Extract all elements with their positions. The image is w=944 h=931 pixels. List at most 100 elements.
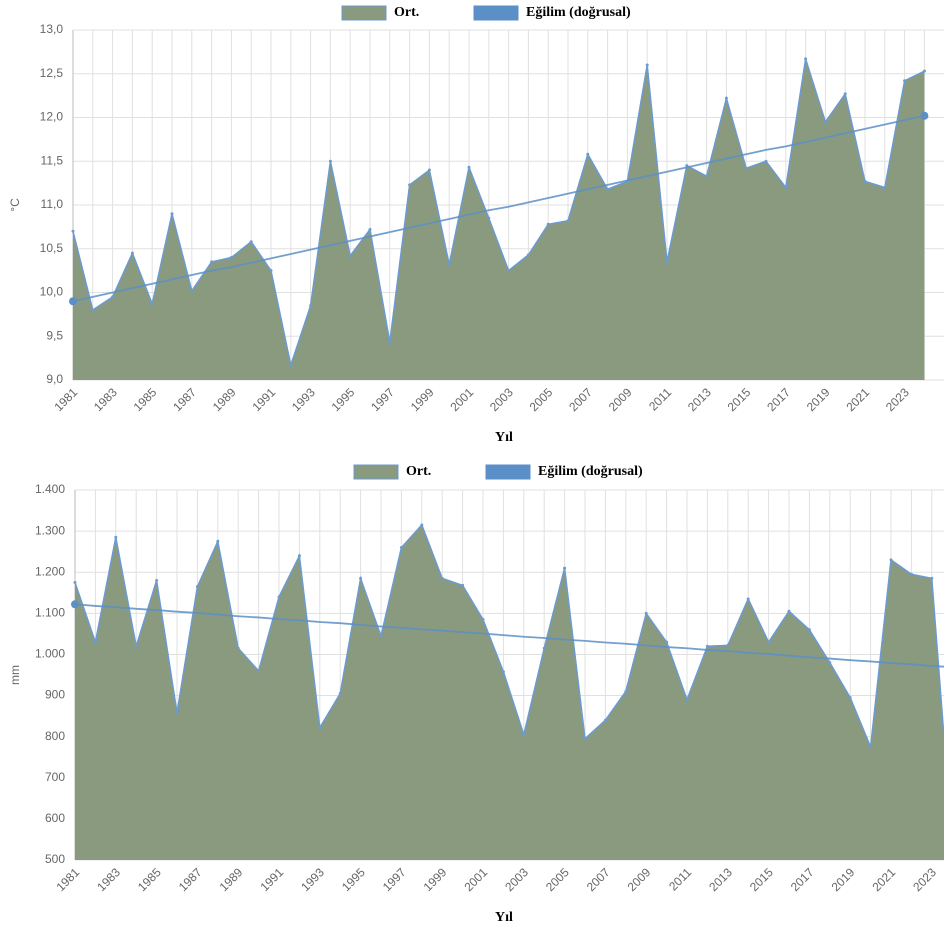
point <box>787 609 791 613</box>
point <box>399 546 403 550</box>
x-tick-label: 1987 <box>170 385 199 414</box>
x-tick-label: 1989 <box>210 385 239 414</box>
x-tick-label: 2015 <box>747 865 776 894</box>
legend-swatch <box>473 5 519 21</box>
point <box>91 308 95 312</box>
point <box>909 572 913 576</box>
point <box>724 96 728 100</box>
point <box>71 229 75 233</box>
x-tick-label: 2017 <box>788 865 817 894</box>
x-tick-label: 2003 <box>502 865 531 894</box>
point <box>195 585 199 589</box>
legend-label: Ort. <box>406 464 431 479</box>
point <box>665 260 669 264</box>
legend-swatch <box>485 464 531 480</box>
y-tick-label: 1.200 <box>35 564 65 578</box>
x-tick-label: 2007 <box>584 865 613 894</box>
point <box>155 578 159 582</box>
x-tick-label: 2019 <box>829 865 858 894</box>
point <box>440 576 444 580</box>
x-tick-label: 1995 <box>339 865 368 894</box>
x-axis-label: Yıl <box>495 910 513 925</box>
area <box>73 58 925 380</box>
point <box>606 187 610 191</box>
x-tick-label: 1981 <box>53 865 82 894</box>
point <box>566 219 570 223</box>
x-tick-label: 2005 <box>543 865 572 894</box>
x-axis-label: Yıl <box>495 430 513 445</box>
trend-point <box>69 297 77 306</box>
y-tick-label: 11,5 <box>41 153 64 167</box>
y-tick-label: 9,5 <box>46 328 63 342</box>
y-tick-label: 12,0 <box>40 110 64 124</box>
point <box>823 120 827 124</box>
y-tick-label: 1.000 <box>35 647 65 661</box>
point <box>746 597 750 601</box>
x-tick-label: 2001 <box>461 865 490 894</box>
trend-point <box>920 111 929 120</box>
point <box>236 646 240 650</box>
y-axis-label: mm <box>8 665 22 685</box>
legend-label: Eğilim (doğrusal) <box>538 464 643 479</box>
trend-line <box>72 114 925 303</box>
point <box>767 640 771 644</box>
y-tick-label: 800 <box>45 729 65 743</box>
x-tick-label: 1985 <box>131 385 160 414</box>
y-tick-label: 1.400 <box>35 482 65 496</box>
y-tick-label: 13,0 <box>40 22 64 36</box>
x-tick-label: 2013 <box>706 865 735 894</box>
x-tick-label: 1999 <box>408 385 437 414</box>
trend-line <box>74 603 944 668</box>
x-tick-label: 2001 <box>447 385 476 414</box>
y-tick-label: 10,5 <box>40 241 64 255</box>
point <box>546 222 550 226</box>
point <box>624 689 628 693</box>
point <box>175 711 179 715</box>
x-tick-label: 2011 <box>646 385 674 413</box>
trend-point <box>71 600 79 609</box>
y-tick-label: 500 <box>45 852 65 866</box>
point <box>889 558 893 562</box>
point <box>318 726 322 730</box>
point <box>863 179 867 183</box>
point <box>542 646 546 650</box>
x-tick-label: 2009 <box>625 865 654 894</box>
point <box>507 269 511 273</box>
point <box>257 669 261 673</box>
point <box>359 576 363 580</box>
y-tick-label: 700 <box>45 770 65 784</box>
point <box>522 733 526 737</box>
x-tick-label: 2011 <box>666 865 694 893</box>
point <box>338 692 342 695</box>
point <box>134 644 138 648</box>
x-tick-label: 2017 <box>764 385 793 414</box>
point <box>764 159 768 163</box>
point <box>644 611 648 615</box>
point <box>903 79 907 83</box>
x-tick-label: 2005 <box>527 385 556 414</box>
x-tick-label: 1987 <box>176 865 205 894</box>
point <box>930 576 934 580</box>
point <box>526 253 530 257</box>
y-tick-label: 12,5 <box>40 66 64 80</box>
x-tick-label: 1983 <box>91 385 120 414</box>
point <box>111 295 115 299</box>
point <box>586 152 590 156</box>
legend-label: Ort. <box>394 5 419 20</box>
point <box>843 92 847 96</box>
point <box>420 523 424 527</box>
point <box>348 254 352 258</box>
point <box>130 251 134 255</box>
point <box>665 640 669 644</box>
point <box>210 260 214 264</box>
point <box>869 745 873 749</box>
point <box>388 340 392 344</box>
point <box>277 595 281 599</box>
x-tick-label: 1997 <box>380 865 409 894</box>
x-tick-label: 1993 <box>289 385 318 414</box>
point <box>229 256 233 259</box>
point <box>427 168 431 172</box>
x-tick-label: 2021 <box>843 385 872 414</box>
